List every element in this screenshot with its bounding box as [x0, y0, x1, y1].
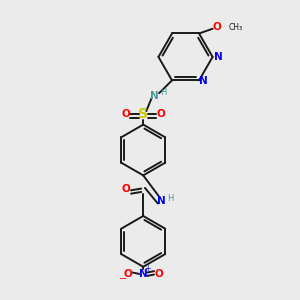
Text: O: O [123, 269, 132, 279]
Text: O: O [157, 110, 165, 119]
Text: H: H [167, 194, 173, 202]
Text: O: O [121, 110, 130, 119]
Text: +: + [144, 264, 151, 273]
Text: O: O [154, 269, 163, 279]
Text: N: N [139, 268, 148, 278]
Text: N: N [150, 91, 159, 101]
Text: H: H [160, 88, 166, 97]
Text: O: O [212, 22, 221, 32]
Text: N: N [214, 52, 222, 61]
Text: CH₃: CH₃ [229, 23, 243, 32]
Text: N: N [199, 76, 208, 86]
Text: S: S [138, 107, 148, 122]
Text: −: − [118, 274, 127, 284]
Text: O: O [122, 184, 131, 194]
Text: N: N [158, 196, 166, 206]
